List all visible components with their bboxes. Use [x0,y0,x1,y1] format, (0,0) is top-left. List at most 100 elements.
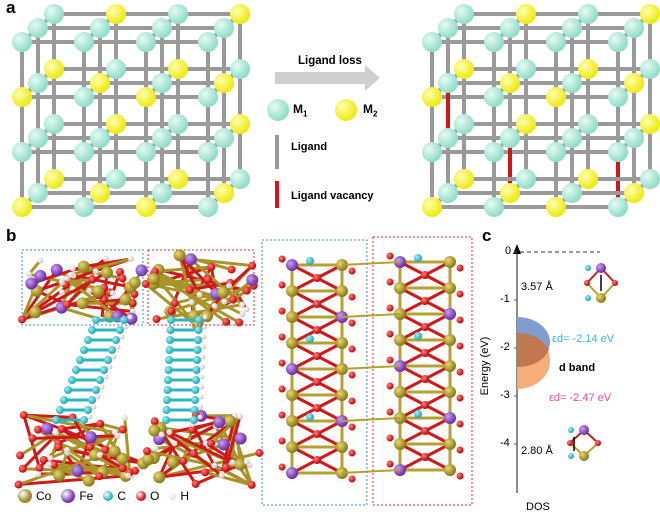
m2-atom [90,183,110,203]
atom [96,451,103,458]
m1-atom [198,197,218,217]
m2-atom [214,73,234,93]
atom [102,255,109,262]
m2-atom [640,114,660,134]
lattice-after [422,4,660,217]
m1-atom [546,142,566,162]
hydrogen-atom [198,404,203,410]
oxygen-atom [348,423,356,431]
hydrogen-atom [200,354,206,360]
carbon-atom [194,326,203,334]
cobalt-atom [444,360,456,372]
atom [211,303,218,310]
hydrogen-atom [91,404,97,410]
oxygen-atom [421,401,429,409]
bridge-bond [341,469,401,474]
carbon-atom [96,376,104,384]
oxygen-atom [386,330,394,338]
bond [70,273,132,289]
carbon-atom [88,326,96,334]
atom [196,291,203,298]
atom [35,471,42,478]
atom [52,429,59,436]
m1-atom [484,32,504,52]
m1-atom [74,197,94,217]
tick-minus2: -2 [500,341,510,353]
y-axis-label: Energy (eV) [479,336,491,396]
oxygen-atom [348,371,356,379]
oxygen-atom [278,307,286,315]
atom [57,425,66,434]
carbon-atom [195,316,203,324]
carbon-atom [162,416,170,424]
carbon-atom [568,427,574,433]
m1-atom [168,114,188,134]
m2-atom [422,197,442,217]
oxygen-atom [386,356,394,364]
atom [170,299,179,308]
cobalt-atom [286,389,298,401]
m1-atom [12,142,32,162]
iron-atom [596,263,606,273]
m1-atom [484,197,504,217]
legend-item-c: C [103,489,126,503]
atom [135,264,148,277]
carbon-atom [72,366,80,374]
m1-atom [562,183,582,203]
atom [236,413,243,420]
hydrogen-atom [111,354,117,360]
carbon-atom [92,316,100,324]
atom [218,472,225,479]
atom [71,464,84,477]
bond [23,413,116,434]
hydrogen-atom [99,384,105,390]
atom [158,431,165,438]
d-band-label: d band [559,362,596,374]
atom [191,479,200,488]
m1-atom [438,18,458,38]
hydrogen-atom [95,394,101,400]
atom [248,261,257,270]
cobalt-atom [444,282,456,294]
m1-atom [562,73,582,93]
atom [76,297,89,310]
atom [153,471,166,484]
hydrogen-atom [127,314,133,320]
atom [58,279,65,286]
cobalt-atom [394,334,406,346]
atom [201,468,210,477]
m1-atom [152,18,172,38]
atom [108,445,121,458]
carbon-atom [163,386,172,394]
atom [86,287,93,294]
iron-atom [286,259,298,271]
mof-structure-side-view [14,249,264,489]
atom [203,275,212,284]
cobalt-atom [336,389,348,401]
oxygen-atom [313,378,321,386]
atom [239,301,246,308]
legend-item-co: Co [18,489,51,503]
atom [221,463,230,472]
carbon-atom [108,346,116,354]
m1-atom [44,114,64,134]
oxygen-atom [421,349,429,357]
atom [47,454,54,461]
oxygen-atom [456,290,464,298]
atom [101,445,110,454]
atom [217,438,230,451]
carbon-atom [414,332,422,340]
m1-atom [136,32,156,52]
cobalt-atom [336,285,348,297]
carbon-atom [56,406,64,414]
hydrogen-atom [119,334,125,340]
hydrogen-atom [123,324,129,330]
atom [58,289,65,296]
oxygen-atom [348,267,356,275]
carbon-atom [92,386,100,394]
atom [223,415,236,428]
m1-atom [608,87,628,107]
m1-atom [152,183,172,203]
hydrogen-atom [103,374,109,380]
